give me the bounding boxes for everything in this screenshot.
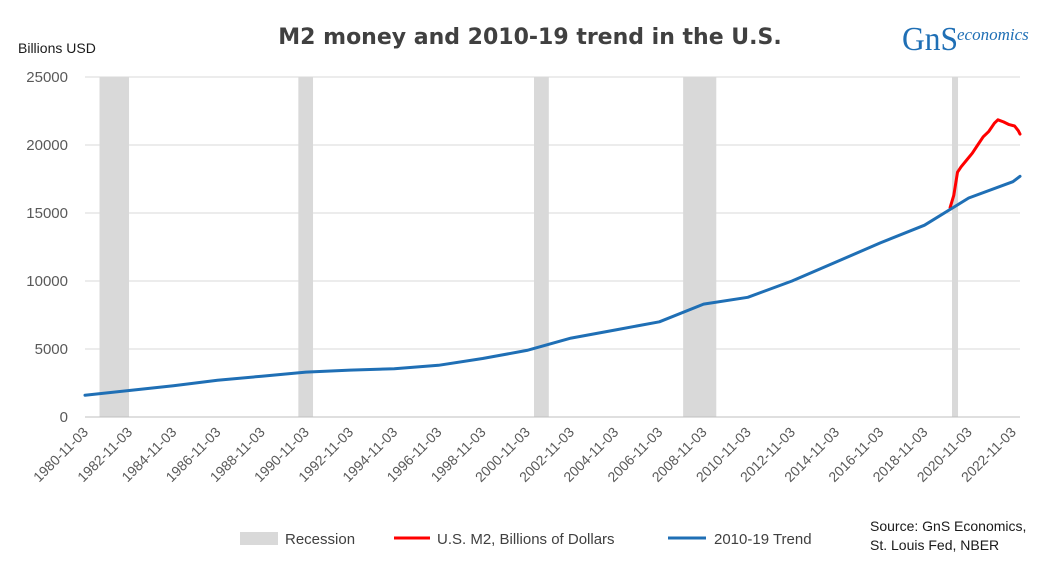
- recession-band-4: [952, 77, 959, 417]
- logo-sub-text: economics: [957, 25, 1029, 44]
- y-tick-label: 25000: [26, 69, 68, 86]
- y-axis-label: Billions USD: [18, 40, 96, 56]
- gns-logo: GnS economics: [902, 21, 1029, 58]
- y-tick-label: 5000: [35, 341, 68, 358]
- y-tick-label: 15000: [26, 205, 68, 222]
- legend: Recession U.S. M2, Billions of Dollars 2…: [240, 531, 812, 548]
- series-line-trend: [83, 174, 1022, 397]
- legend-label-recession: Recession: [285, 531, 355, 548]
- y-tick-label: 10000: [26, 273, 68, 290]
- series-line-m2: [948, 118, 1022, 210]
- source-line-1: Source: GnS Economics,: [870, 518, 1026, 534]
- recession-band-0: [99, 77, 130, 417]
- y-tick-label: 0: [60, 409, 68, 426]
- recession-band-2: [533, 77, 549, 417]
- chart-title: M2 money and 2010-19 trend in the U.S.: [278, 25, 781, 50]
- logo-main-text: GnS: [902, 21, 958, 58]
- recession-band-1: [298, 77, 314, 417]
- source-line-2: St. Louis Fed, NBER: [870, 537, 999, 553]
- recession-band-3: [683, 77, 717, 417]
- legend-label-m2: U.S. M2, Billions of Dollars: [437, 531, 615, 548]
- y-tick-label: 20000: [26, 137, 68, 154]
- legend-swatch-recession: [240, 532, 278, 545]
- legend-label-trend: 2010-19 Trend: [714, 531, 812, 548]
